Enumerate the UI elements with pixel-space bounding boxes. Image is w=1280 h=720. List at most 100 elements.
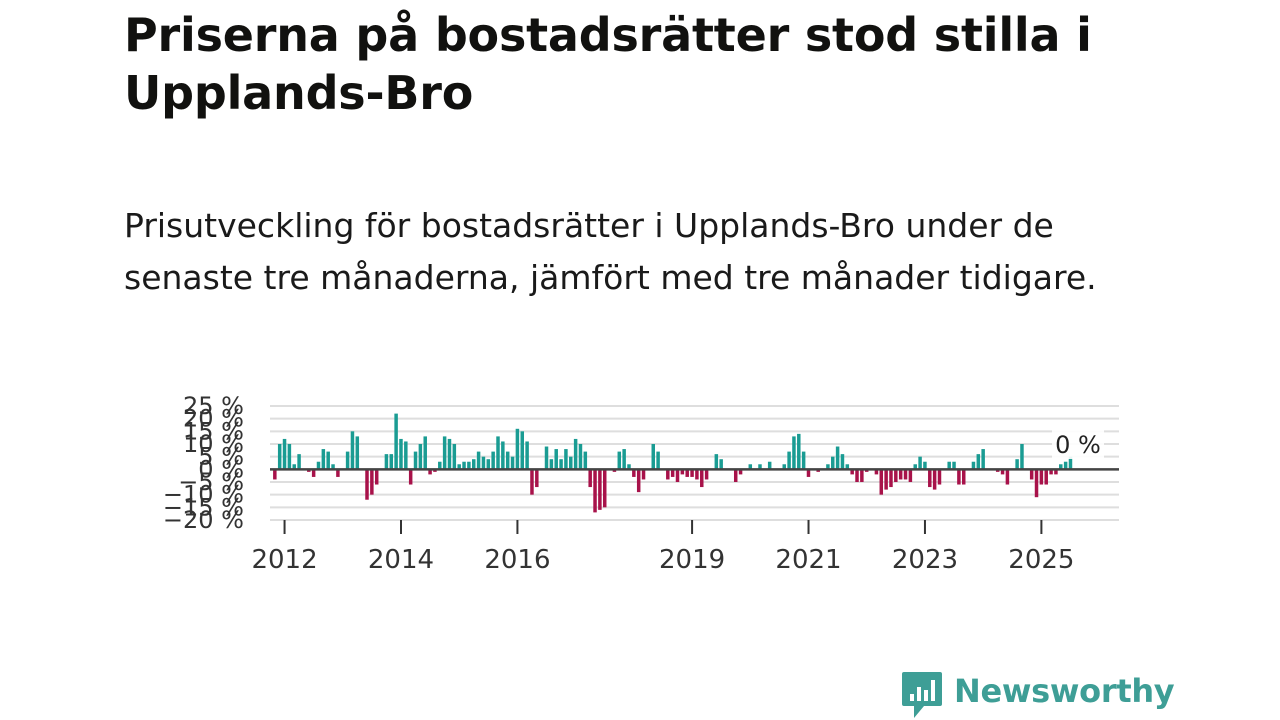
x-tick-label: 2014 <box>368 545 434 575</box>
bar <box>733 469 738 482</box>
bar <box>898 469 903 480</box>
bar <box>806 469 811 477</box>
bar <box>1049 469 1053 475</box>
bar <box>1015 459 1019 470</box>
bar <box>704 469 709 480</box>
bar <box>1054 469 1058 475</box>
newsworthy-logo: Newsworthy <box>902 668 1175 720</box>
bar <box>496 436 500 470</box>
bar <box>981 449 985 470</box>
page-title: Priserna på bostadsrätter stod stilla i … <box>124 8 1092 120</box>
bar <box>273 469 277 480</box>
bar <box>569 456 573 470</box>
bar <box>462 461 466 470</box>
bar <box>297 454 301 470</box>
bar <box>748 464 753 470</box>
bar <box>535 469 539 488</box>
y-tick-label: 0 % <box>198 455 244 483</box>
bar <box>617 451 622 470</box>
bar <box>1063 461 1068 470</box>
y-tick-label: 10 % <box>183 430 244 458</box>
bar <box>578 444 583 470</box>
bar <box>423 436 427 470</box>
bar <box>501 441 505 470</box>
bar <box>510 456 515 470</box>
bar <box>1000 469 1005 475</box>
bar <box>394 413 398 470</box>
bar <box>835 446 840 470</box>
bar <box>879 469 884 495</box>
x-tick-label: 2021 <box>775 545 841 575</box>
y-tick-label: −5 % <box>178 468 244 496</box>
bar <box>860 469 864 482</box>
bar <box>636 469 641 493</box>
bar <box>593 469 597 513</box>
bar <box>685 469 689 477</box>
bar <box>525 441 529 470</box>
bar <box>602 469 607 508</box>
bar <box>937 469 942 485</box>
bar <box>447 438 452 470</box>
bar <box>588 469 592 488</box>
x-tick-label: 2016 <box>484 545 550 575</box>
bar <box>287 444 292 470</box>
bar <box>889 469 893 488</box>
bar <box>520 431 524 470</box>
bar <box>913 464 917 470</box>
bar <box>792 436 796 470</box>
bar <box>690 469 694 477</box>
bar <box>472 459 476 470</box>
bar <box>1029 469 1034 480</box>
y-tick-label: −15 % <box>163 493 244 521</box>
bar <box>365 469 369 500</box>
bar <box>855 469 859 482</box>
last-value-label: 0 % <box>1055 431 1101 459</box>
bar <box>670 469 675 477</box>
bar <box>1005 469 1010 485</box>
bar <box>544 446 549 470</box>
bar <box>573 438 578 470</box>
bar <box>675 469 680 482</box>
bar <box>476 451 481 470</box>
bar <box>666 469 670 480</box>
bar <box>1068 456 1073 470</box>
bar <box>467 461 471 470</box>
bar <box>962 469 966 485</box>
bar <box>389 454 394 470</box>
bar <box>782 464 786 470</box>
bar <box>947 461 951 470</box>
bar <box>758 464 762 470</box>
bar <box>282 438 287 470</box>
bar <box>874 469 879 475</box>
bar <box>491 451 495 470</box>
bar <box>894 469 898 482</box>
bar <box>864 469 869 472</box>
bar <box>612 469 617 472</box>
bar <box>840 454 845 470</box>
bar <box>413 451 418 470</box>
bar <box>292 464 296 470</box>
bar <box>719 459 723 470</box>
bar <box>923 461 927 470</box>
page-subtitle: Prisutveckling för bostadsrätter i Uppla… <box>124 206 1097 297</box>
x-tick-label: 2012 <box>251 545 317 575</box>
bar <box>700 469 704 488</box>
bar <box>418 444 423 470</box>
bar <box>384 454 389 470</box>
bar <box>452 444 457 470</box>
bar <box>408 469 413 485</box>
bar <box>928 469 932 488</box>
bar <box>598 469 602 510</box>
bar <box>316 461 321 470</box>
y-tick-label: 25 % <box>183 392 244 420</box>
bar <box>307 469 311 472</box>
bar <box>850 469 854 475</box>
bar <box>651 444 655 470</box>
y-tick-label: 5 % <box>198 443 244 471</box>
last-value-label-bg <box>1052 429 1104 459</box>
y-tick-label: 20 % <box>183 405 244 433</box>
bar <box>311 469 316 477</box>
x-tick-label: 2019 <box>659 545 725 575</box>
bar <box>767 461 772 470</box>
